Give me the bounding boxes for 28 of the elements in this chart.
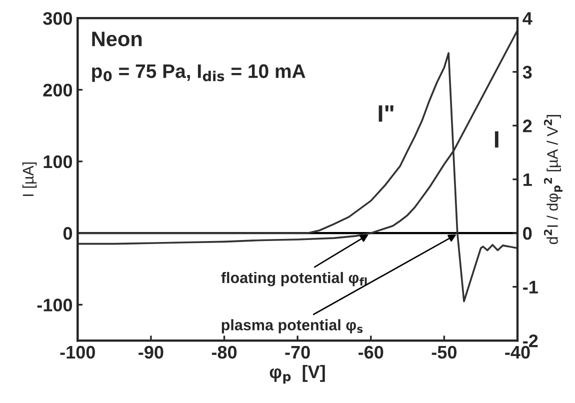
x-tick-label: -100 xyxy=(60,346,95,359)
x-tick-label: -90 xyxy=(138,346,164,359)
x-axis-title: φ$_{p}$ [V] xyxy=(270,365,325,384)
y-axis-title: I [µA] xyxy=(22,162,37,196)
y2-tick-label: -2 xyxy=(523,334,538,348)
annotation: Neon xyxy=(92,32,142,46)
series-label: I xyxy=(494,131,498,148)
x-tick-label: -80 xyxy=(212,346,237,359)
x-tick-label: -50 xyxy=(432,346,456,359)
y2-tick-label: 2 xyxy=(522,120,532,132)
annotation: plasma potential φ$_{s}$ xyxy=(222,319,363,334)
y2-tick-label: -1 xyxy=(523,280,538,294)
y-tick-label: -100 xyxy=(37,298,72,312)
x-tick-label: -60 xyxy=(358,346,384,359)
y-tick-label: 300 xyxy=(43,12,72,25)
y2-tick-label: 1 xyxy=(524,173,532,186)
y2-tick-label: 0 xyxy=(523,227,532,240)
y2-tick-label: 3 xyxy=(522,66,532,79)
annotation: floating potential φ$_{fl}$ xyxy=(221,272,367,286)
y-tick-label: 200 xyxy=(43,84,72,96)
x-tick-label: -70 xyxy=(285,346,310,359)
y-tick-label: 0 xyxy=(63,227,72,240)
x-tick-label: -40 xyxy=(505,346,530,359)
series-label: I" xyxy=(378,105,394,122)
y2-axis-title: d$^{2}$I / dφ$_{p}$$^{2}$ [µA / V$^{2}$] xyxy=(544,115,562,244)
y-tick-label: 100 xyxy=(44,155,72,168)
annotation: p$_{0}$ = 75 Pa, I$_{dis}$ = 10 mA xyxy=(92,64,306,82)
y2-tick-label: 4 xyxy=(522,12,532,25)
